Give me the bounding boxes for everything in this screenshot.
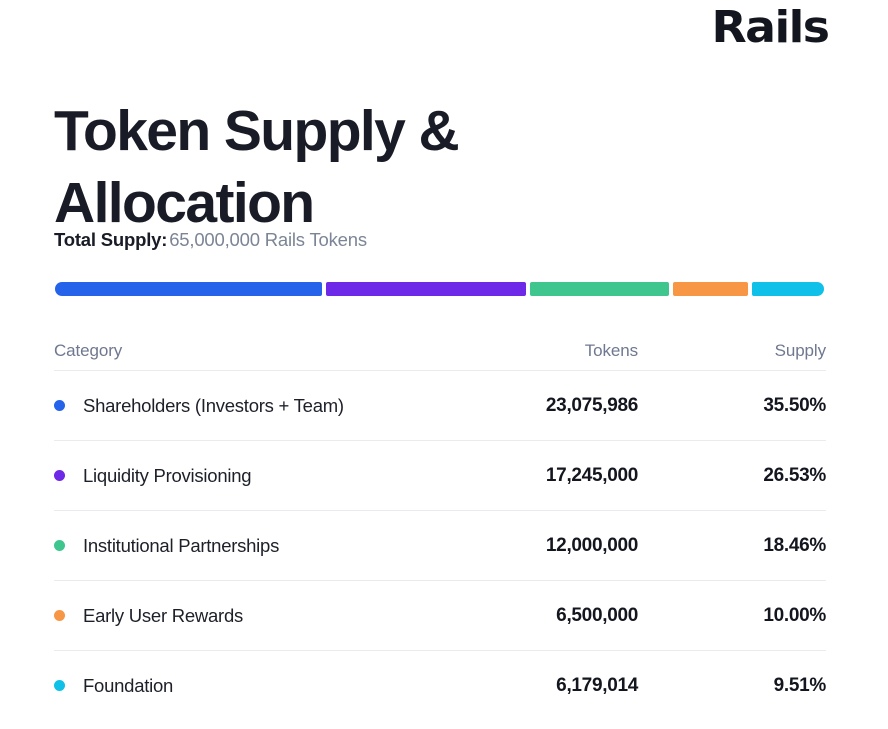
category-label: Foundation (83, 674, 174, 696)
allocation-table: Category Tokens Supply Shareholders (Inv… (54, 332, 826, 720)
column-header-tokens: Tokens (584, 341, 638, 360)
cell-tokens: 17,245,000 (545, 464, 638, 486)
category-label: Liquidity Provisioning (83, 464, 252, 486)
legend-dot-icon (54, 540, 65, 551)
cell-category: Foundation (54, 675, 388, 697)
legend-dot-icon (54, 470, 65, 481)
total-supply-line: Total Supply: 65,000,000 Rails Tokens (54, 229, 367, 251)
cell-tokens: 23,075,986 (545, 394, 638, 416)
category-label: Shareholders (Investors + Team) (83, 394, 344, 416)
cell-tokens: 6,179,014 (556, 674, 638, 696)
cell-category: Liquidity Provisioning (54, 465, 388, 487)
page-title: Token Supply & Allocation (54, 99, 460, 235)
cell-category: Shareholders (Investors + Team) (54, 395, 388, 417)
category-label: Early User Rewards (83, 604, 243, 626)
table-row: Liquidity Provisioning 17,245,000 26.53% (54, 440, 826, 510)
legend-dot-icon (54, 400, 65, 411)
cell-tokens: 12,000,000 (545, 534, 638, 556)
allocation-stacked-bar (55, 282, 824, 296)
cell-category: Institutional Partnerships (54, 535, 388, 557)
column-header-category: Category (54, 341, 123, 360)
table-row: Shareholders (Investors + Team) 23,075,98… (54, 370, 826, 440)
cell-category: Early User Rewards (54, 605, 388, 627)
cell-supply: 35.50% (763, 394, 826, 416)
table-body: Shareholders (Investors + Team) 23,075,98… (54, 370, 826, 720)
total-supply-label: Total Supply: (54, 229, 168, 250)
legend-dot-icon (54, 610, 65, 621)
bar-segment (673, 282, 749, 296)
table-header-row: Category Tokens Supply (54, 332, 826, 370)
legend-dot-icon (54, 680, 65, 691)
table-row: Institutional Partnerships 12,000,000 18.4… (54, 510, 826, 580)
total-supply-value: 65,000,000 Rails Tokens (169, 229, 367, 250)
table-row: Foundation 6,179,014 9.51% (54, 650, 826, 720)
cell-supply: 9.51% (773, 674, 827, 696)
cell-supply: 26.53% (763, 464, 826, 486)
rails-logo: Rails (711, 2, 830, 53)
bar-segment (530, 282, 670, 296)
cell-supply: 10.00% (763, 604, 826, 626)
cell-supply: 18.46% (763, 534, 826, 556)
table-row: Early User Rewards 6,500,000 10.00% (54, 580, 826, 650)
category-label: Institutional Partnerships (83, 534, 280, 556)
bar-segment (55, 282, 323, 296)
column-header-supply: Supply (774, 341, 826, 360)
bar-segment (326, 282, 527, 296)
cell-tokens: 6,500,000 (556, 604, 638, 626)
bar-segment (752, 282, 824, 296)
